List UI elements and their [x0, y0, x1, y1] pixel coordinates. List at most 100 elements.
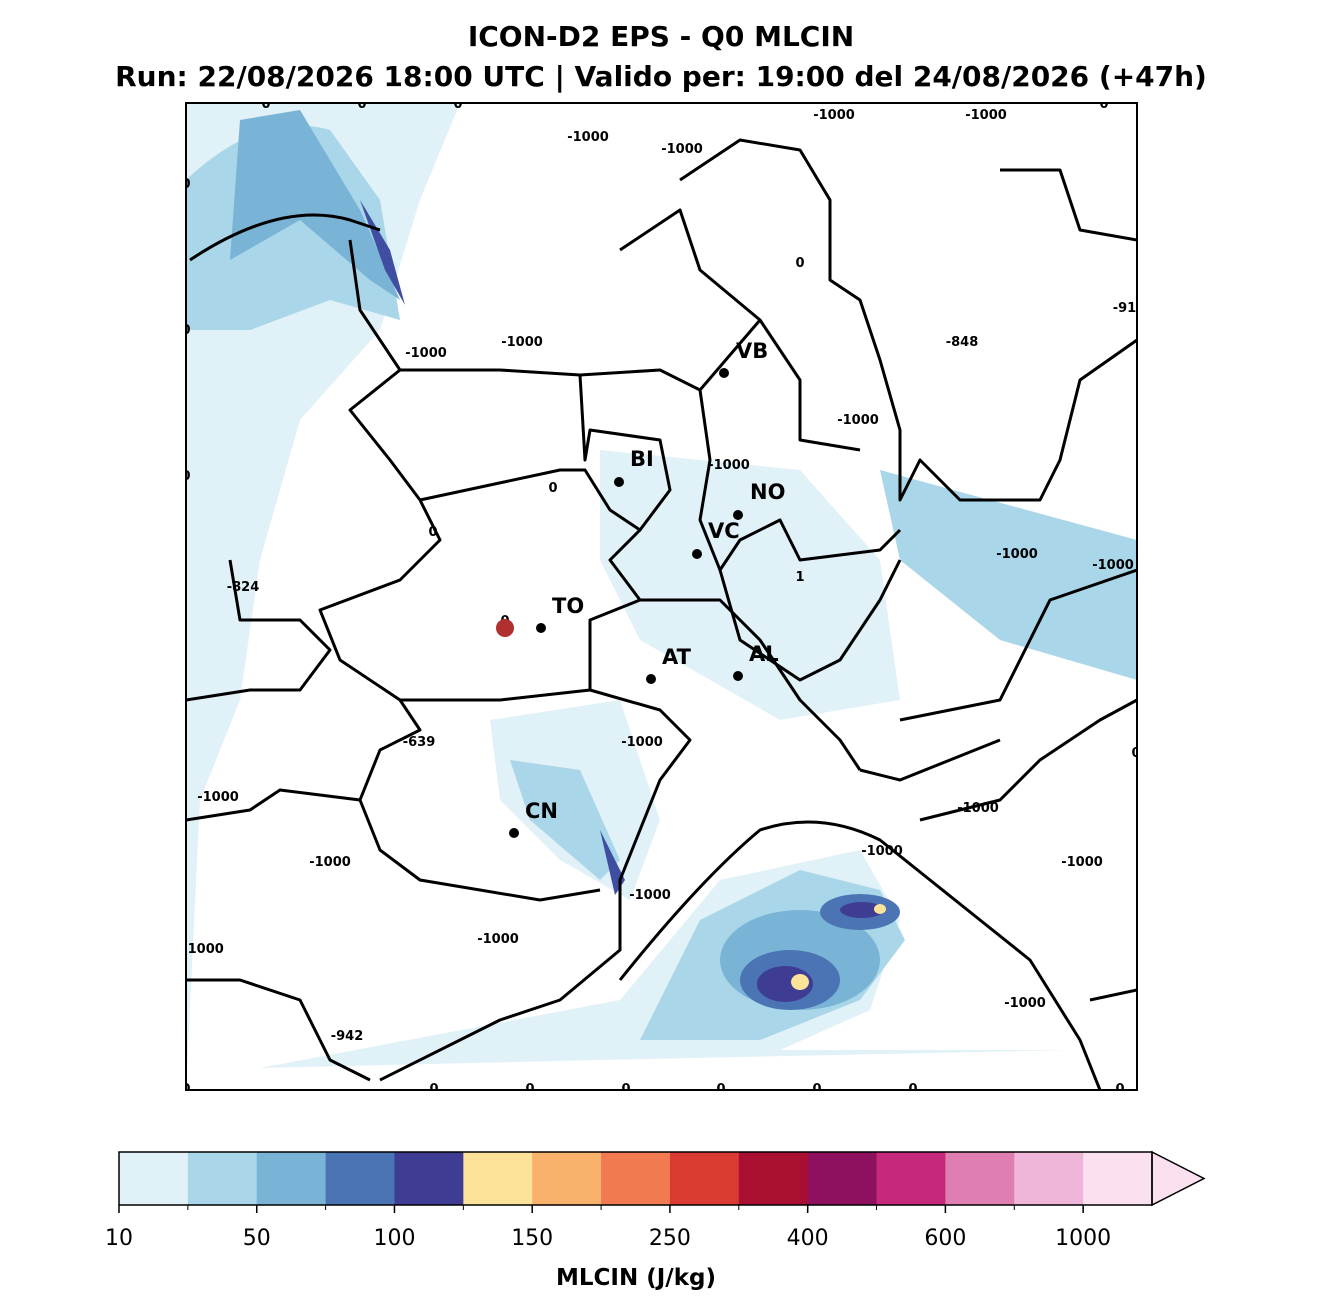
city-label: VB	[736, 339, 768, 363]
city-dot	[692, 549, 702, 559]
city-label: NO	[750, 480, 785, 504]
colorbar-box	[1083, 1152, 1153, 1205]
city-label: TO	[552, 594, 584, 618]
colorbar-extend	[1151, 1150, 1206, 1207]
colorbar-tick-label: 150	[511, 1226, 553, 1251]
contour-label: 0	[181, 177, 190, 192]
colorbar-box	[669, 1152, 740, 1205]
colorbar-tick-label: 50	[243, 1226, 271, 1251]
city-dot	[719, 368, 729, 378]
contour-label: 0	[1131, 746, 1140, 761]
contour-label: -1000	[661, 142, 703, 157]
contour-label: 0	[1115, 1082, 1124, 1097]
field-area	[600, 830, 625, 895]
contour-label: 0	[525, 1082, 534, 1097]
contour-label: -1000	[957, 801, 999, 816]
contour-label: 1	[795, 570, 804, 585]
colorbar-box	[1014, 1152, 1084, 1205]
contour-label: -824	[227, 580, 260, 595]
contour-label: 0	[181, 323, 190, 338]
contour-label: -1000	[629, 888, 671, 903]
colorbar-label: MLCIN (J/kg)	[556, 1265, 716, 1291]
contour-label: 0	[181, 1082, 190, 1097]
contour-label: -1000	[996, 547, 1038, 562]
contour-label: -916	[1113, 301, 1146, 316]
colorbar-tick-label: 600	[924, 1226, 966, 1251]
contour-label: -1000	[477, 932, 519, 947]
colorbar-tick-label: 1000	[1055, 1226, 1111, 1251]
contour-label: -1000	[861, 844, 903, 859]
contour-label: -1000	[501, 335, 543, 350]
subtitle: Run: 22/08/2026 18:00 UTC | Valido per: …	[115, 60, 1207, 93]
field-area	[230, 110, 400, 300]
contour-label: -1000	[567, 130, 609, 145]
city-label: CN	[525, 799, 558, 823]
map-frame	[185, 102, 1138, 1091]
contour-label: -1000	[708, 458, 750, 473]
city-label: VC	[708, 519, 740, 543]
colorbar-tick-label: 100	[373, 1226, 415, 1251]
colorbar-box	[119, 1152, 189, 1205]
contour-label: -639	[403, 735, 436, 750]
contour-label: -1000	[1092, 558, 1134, 573]
contour-label: -1000	[197, 790, 239, 805]
contour-label: 0	[812, 1082, 821, 1097]
contour-label: -1000	[405, 346, 447, 361]
map-field: 0 0 0 -1000 -1000 -1000 -1000 0 0 0 -1000 -1000 0 -91…	[181, 97, 1146, 1097]
contour-label: 0	[621, 1082, 630, 1097]
city-dot	[509, 828, 519, 838]
contour-label: 0	[908, 1082, 917, 1097]
colorbar-tick-label: 10	[105, 1226, 133, 1251]
contour-label: -1000	[813, 108, 855, 123]
contour-label: 0	[357, 97, 366, 112]
city-dot	[733, 671, 743, 681]
contour-label: -1000	[837, 413, 879, 428]
contour-label: 0	[429, 1082, 438, 1097]
contour-label: 0	[428, 525, 437, 540]
contour-label: 0	[795, 256, 804, 271]
city-dot	[646, 674, 656, 684]
city-label: AL	[749, 642, 779, 666]
colorbar-tick-label: 400	[787, 1226, 829, 1251]
city-dot	[536, 623, 546, 633]
contour-label: -1000	[309, 855, 351, 870]
contour-label: -1000	[182, 942, 224, 957]
colorbar-box	[876, 1152, 946, 1205]
contour-label: -1000	[1061, 855, 1103, 870]
city-dot	[614, 477, 624, 487]
city-dot	[733, 510, 743, 520]
contour-label: 0	[181, 469, 190, 484]
contour-label: -848	[946, 335, 979, 350]
colorbar-tick-label: 250	[649, 1226, 691, 1251]
colorbar-box	[394, 1152, 464, 1205]
colorbar-box	[945, 1152, 1015, 1205]
colorbar-box	[325, 1152, 395, 1205]
field-area	[600, 450, 900, 720]
colorbar-box	[738, 1152, 809, 1205]
contour-label: 0	[453, 97, 462, 112]
title: ICON-D2 EPS - Q0 MLCIN	[468, 20, 854, 53]
red-marker	[496, 619, 514, 637]
field-area	[880, 470, 1137, 680]
field-area	[791, 974, 809, 990]
contour-label: 0	[261, 97, 270, 112]
contour-label: 0	[548, 481, 557, 496]
field-area	[840, 902, 884, 918]
colorbar-box	[256, 1152, 327, 1205]
colorbar-box	[187, 1152, 258, 1205]
colorbar-box	[807, 1152, 878, 1205]
city-label: BI	[630, 447, 654, 471]
contour-label: 0	[716, 1082, 725, 1097]
contour-label: -1000	[1004, 996, 1046, 1011]
colorbar-box	[532, 1152, 602, 1205]
field-area	[510, 760, 620, 880]
colorbar-box	[463, 1152, 533, 1205]
field-area	[186, 103, 460, 1090]
contour-label: -942	[331, 1029, 364, 1044]
colorbar-box	[601, 1152, 671, 1205]
colorbar-frame	[118, 1151, 1153, 1206]
contour-label: -1000	[621, 735, 663, 750]
field-area	[874, 904, 886, 914]
contour-label: 0	[1099, 97, 1108, 112]
